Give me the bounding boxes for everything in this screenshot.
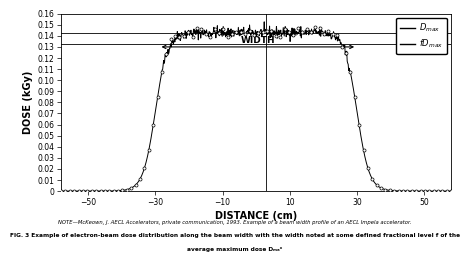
Legend: $D_{max}$, $fD_{max}$: $D_{max}$, $fD_{max}$	[396, 18, 447, 55]
Text: average maximum dose Dₘₐˣ: average maximum dose Dₘₐˣ	[188, 247, 282, 252]
X-axis label: DISTANCE (cm): DISTANCE (cm)	[215, 211, 297, 221]
Text: NOTE—McKeown, J. AECL Accelerators, private communication, 1993. Example of a be: NOTE—McKeown, J. AECL Accelerators, priv…	[58, 220, 412, 225]
Y-axis label: DOSE (kGy): DOSE (kGy)	[23, 71, 33, 134]
Text: WIDTH: WIDTH	[241, 36, 275, 45]
Text: FIG. 3 Example of electron-beam dose distribution along the beam width with the : FIG. 3 Example of electron-beam dose dis…	[10, 233, 460, 238]
